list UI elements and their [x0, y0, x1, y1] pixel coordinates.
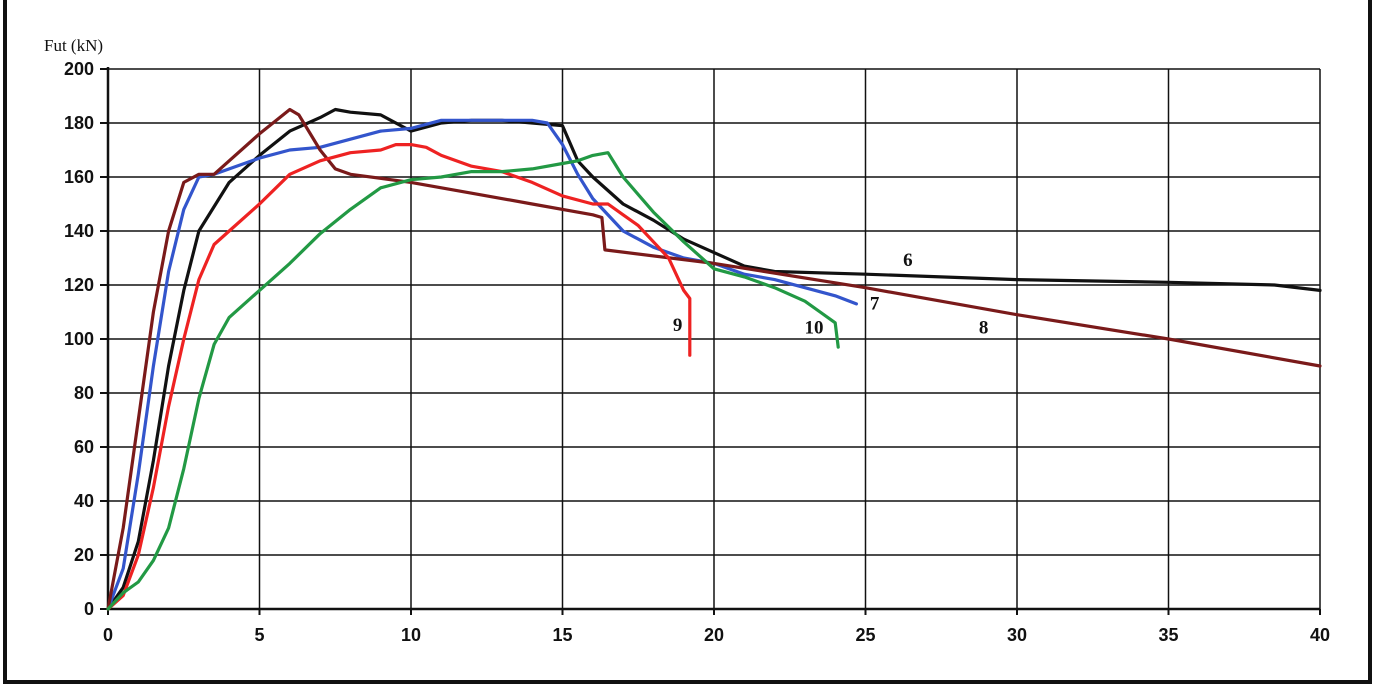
x-tick-label: 10 — [401, 625, 421, 645]
y-tick-label: 80 — [74, 383, 94, 403]
y-tick-label: 20 — [74, 545, 94, 565]
series-annotation: 9 — [673, 315, 683, 336]
chart-series — [106, 107, 1322, 611]
series-annotation: 6 — [903, 250, 913, 271]
y-tick-label: 40 — [74, 491, 94, 511]
y-axis-label: Fut (kN) — [44, 36, 103, 55]
x-tick-label: 35 — [1158, 625, 1178, 645]
y-tick-label: 100 — [64, 329, 94, 349]
y-tick-label: 160 — [64, 167, 94, 187]
chart-axes — [100, 67, 1321, 615]
series-line-10 — [106, 151, 840, 611]
y-tick-label: 200 — [64, 59, 94, 79]
y-tick-label: 120 — [64, 275, 94, 295]
y-tick-label: 0 — [84, 599, 94, 619]
series-line-9 — [106, 143, 692, 611]
x-tick-label: 30 — [1007, 625, 1027, 645]
x-tick-label: 40 — [1310, 625, 1330, 645]
x-tick-label: 15 — [552, 625, 572, 645]
y-tick-label: 180 — [64, 113, 94, 133]
y-tick-label: 60 — [74, 437, 94, 457]
x-tick-label: 25 — [855, 625, 875, 645]
x-tick-label: 5 — [254, 625, 264, 645]
chart-labels: 0 5 10 15 20 25 30 35 40 0 20 40 60 80 100 120 140 160 180… — [64, 59, 1330, 645]
x-tick-label: 0 — [103, 625, 113, 645]
chart-grid — [108, 68, 1321, 609]
series-annotation: 10 — [804, 318, 823, 339]
x-tick-label: 20 — [704, 625, 724, 645]
series-annotation: 8 — [979, 318, 989, 339]
series-annotation: 7 — [870, 293, 880, 314]
y-tick-label: 140 — [64, 221, 94, 241]
